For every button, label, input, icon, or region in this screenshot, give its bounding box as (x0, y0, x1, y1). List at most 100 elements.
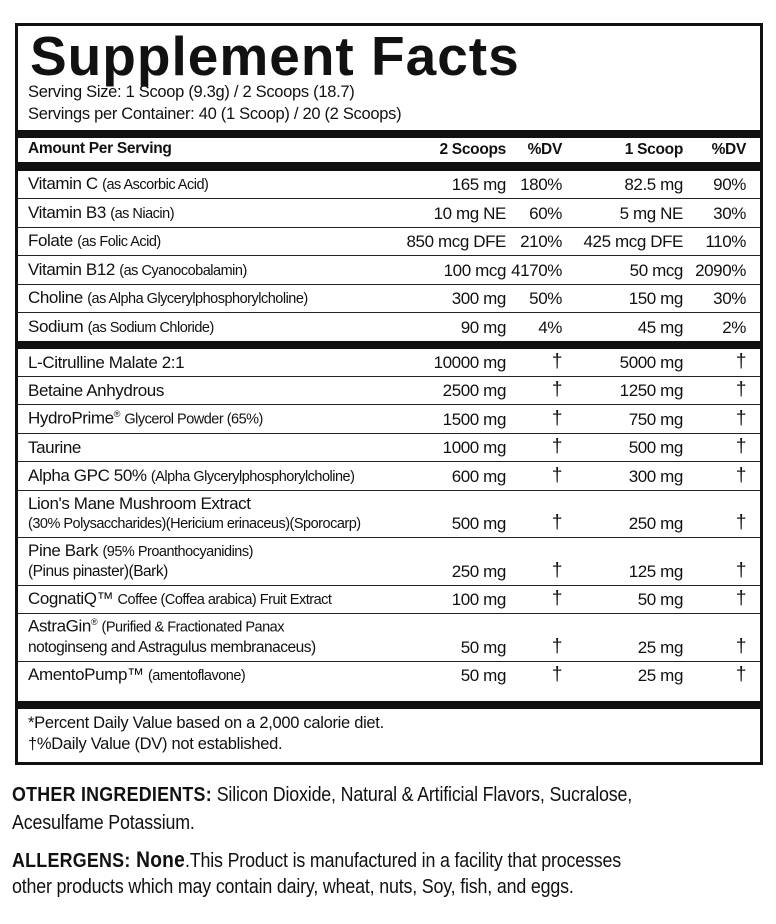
dv-1-scoop: † (735, 635, 747, 657)
ingredient-description: (as Cyanocobalamin) (119, 262, 247, 279)
table-row: Taurine 1000 mg † 500 mg † (18, 434, 760, 462)
amount-1-scoop: 250 mg (628, 514, 684, 533)
footnote-dagger: †%Daily Value (DV) not established. (28, 735, 283, 753)
other-ingredients-line2: Acesulfame Potassium. (12, 811, 195, 834)
serving-size: Serving Size: 1 Scoop (9.3g) / 2 Scoops … (28, 83, 355, 101)
dv-1-scoop: 30% (713, 289, 746, 308)
amount-1-scoop: 50 mcg (629, 260, 684, 280)
col-dv-header: %DV (527, 141, 563, 158)
table-row: AmentoPump™ (amentoflavone) 50 mg † 25 mg † (18, 662, 760, 689)
ingredient-label: Pine Bark (28, 540, 99, 560)
ingredient-name: Alpha GPC 50% (Alpha Glycerylphosphorylc… (28, 466, 355, 487)
divider-bar (18, 701, 760, 709)
table-row: CognatiQ™ Coffee (Coffea arabica) Fruit … (18, 586, 760, 614)
ingredient-name: Lion's Mane Mushroom Extract (30% Polysac… (28, 494, 361, 534)
other-ingredients-text: Silicon Dioxide, Natural & Artificial Fl… (211, 783, 633, 806)
ingredient-label: Taurine (28, 438, 81, 457)
amount-2-scoops: 850 mcg DFE (406, 232, 506, 251)
supplement-facts-panel: Supplement Facts Serving Size: 1 Scoop (… (15, 23, 763, 765)
table-row: L-Citrulline Malate 2:1 10000 mg † 5000 mg † (18, 349, 760, 377)
dv-1-scoop: 2090% (695, 260, 746, 280)
ingredient-label: Folate (28, 231, 73, 250)
ingredient-description-line2: (Pinus pinaster)(Bark) (28, 562, 168, 580)
dv-1-scoop: † (735, 379, 747, 400)
ingredient-label: Vitamin C (28, 174, 98, 193)
ingredient-description: (as Niacin) (110, 205, 175, 222)
dv-1-scoop: 2% (722, 317, 746, 337)
amount-2-scoops: 10000 mg (433, 352, 507, 372)
ingredient-name: AstraGin® (Purified & Fractionated Panax… (28, 612, 316, 658)
amount-2-scoops: 600 mg (451, 466, 507, 486)
table-row: Vitamin C (as Ascorbic Acid) 165 mg 180% 82… (18, 171, 760, 199)
ingredient-name: HydroPrime® Glycerol Powder (65%) (28, 404, 263, 430)
dv-1-scoop: † (735, 664, 747, 685)
ingredient-description: (as Alpha Glycerylphosphorylcholine) (87, 291, 308, 307)
allergens-line2: other products which may contain dairy, … (12, 875, 574, 898)
dv-1-scoop: † (735, 512, 747, 533)
amount-2-scoops: 90 mg (460, 317, 507, 337)
amount-1-scoop: 5 mg NE (619, 203, 684, 223)
ingredient-label: CognatiQ™ (28, 589, 114, 608)
ingredient-label: Vitamin B3 (28, 202, 106, 222)
dv-1-scoop: † (735, 407, 747, 429)
dv-2-scoops: 210% (520, 232, 562, 251)
amount-1-scoop: 150 mg (628, 289, 684, 308)
ingredient-name: Betaine Anhydrous (28, 381, 164, 401)
col-dv-header: %DV (711, 141, 747, 158)
ingredient-name: CognatiQ™ Coffee (Coffea arabica) Fruit … (28, 589, 332, 610)
amount-2-scoops: 1500 mg (442, 409, 507, 429)
dv-2-scoops: 4% (538, 317, 562, 337)
ingredient-description: (95% Proanthocyanidins) (102, 543, 253, 560)
amount-1-scoop: 300 mg (628, 466, 684, 486)
ingredient-name: Sodium (as Sodium Chloride) (28, 317, 214, 338)
ingredient-description: (amentoflavone) (147, 668, 246, 684)
divider-bar (18, 162, 760, 171)
allergens-line1: ALLERGENS: None.This Product is manufact… (12, 847, 621, 873)
amount-1-scoop: 125 mg (628, 561, 684, 581)
dv-2-scoops: † (551, 379, 563, 400)
ingredient-description-line2: notoginseng and Astragulus membranaceus) (28, 638, 316, 656)
amount-2-scoops: 10 mg NE (433, 203, 507, 223)
ingredient-name: L-Citrulline Malate 2:1 (28, 352, 185, 373)
amount-1-scoop: 425 mcg DFE (583, 232, 683, 251)
dv-1-scoop: 30% (713, 203, 746, 223)
dv-1-scoop: † (735, 436, 747, 457)
dv-1-scoop: † (735, 588, 747, 609)
header-row: Amount Per Serving 2 Scoops %DV 1 Scoop … (18, 138, 760, 162)
amount-1-scoop: 5000 mg (619, 352, 684, 372)
table-row: Sodium (as Sodium Chloride) 90 mg 4% 45 mg 2… (18, 314, 760, 341)
registered-mark: ® (113, 408, 121, 419)
amount-1-scoop: 25 mg (637, 637, 684, 657)
registered-mark: ® (90, 616, 98, 627)
ingredient-label: AstraGin (28, 616, 91, 636)
other-ingredients-label: OTHER INGREDIENTS: (12, 783, 212, 806)
ingredient-name: Folate (as Folic Acid) (28, 231, 161, 252)
amount-1-scoop: 1250 mg (619, 381, 684, 400)
dv-1-scoop: † (735, 559, 747, 581)
ingredient-label: L-Citrulline Malate 2:1 (28, 352, 185, 372)
ingredient-label: Betaine Anhydrous (28, 381, 164, 400)
ingredient-description: Glycerol Powder (65%) (124, 411, 263, 428)
dv-1-scoop: 90% (713, 175, 746, 194)
table-row: Vitamin B12 (as Cyanocobalamin) 100 mcg 41… (18, 257, 760, 285)
amount-1-scoop: 500 mg (628, 438, 684, 457)
ingredient-label: Sodium (28, 316, 84, 336)
table-row: Lion's Mane Mushroom Extract (30% Polysac… (18, 491, 760, 538)
ingredient-description: (as Ascorbic Acid) (102, 177, 209, 193)
allergens-value: None (130, 847, 186, 872)
amount-2-scoops: 250 mg (451, 561, 507, 581)
dv-2-scoops: † (551, 512, 563, 533)
amount-1-scoop: 25 mg (637, 666, 684, 685)
amount-1-scoop: 82.5 mg (624, 175, 683, 194)
dv-2-scoops: † (551, 635, 563, 657)
dv-2-scoops: † (551, 464, 563, 486)
ingredient-description: Coffee (Coffea arabica) Fruit Extract (117, 592, 332, 608)
amount-2-scoops: 100 mg (451, 590, 507, 609)
ingredient-name: AmentoPump™ (amentoflavone) (28, 665, 246, 686)
dv-2-scoops: † (551, 350, 563, 372)
amount-1-scoop: 750 mg (628, 409, 684, 429)
allergens-label: ALLERGENS: (12, 849, 131, 872)
amount-2-scoops: 300 mg (451, 289, 507, 308)
amount-2-scoops: 100 mcg (443, 260, 507, 280)
dv-1-scoop: 110% (705, 232, 746, 251)
